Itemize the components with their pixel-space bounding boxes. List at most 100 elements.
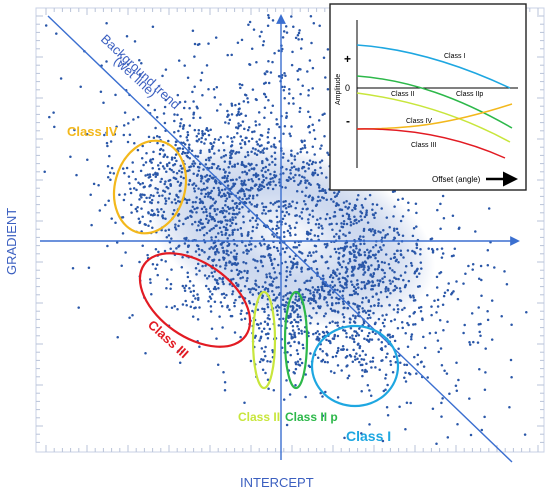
data-point	[209, 128, 212, 131]
data-point	[193, 190, 197, 193]
data-point	[121, 232, 125, 235]
data-point	[312, 260, 316, 263]
data-point	[316, 199, 320, 203]
data-point	[367, 265, 370, 268]
data-point	[338, 280, 342, 284]
data-point	[166, 155, 169, 159]
data-point	[371, 227, 374, 231]
data-point	[431, 249, 435, 252]
data-point	[437, 350, 440, 354]
data-point	[152, 150, 155, 154]
data-point	[393, 270, 396, 274]
data-point	[278, 178, 281, 181]
data-point	[382, 243, 385, 247]
data-point	[365, 213, 368, 217]
data-point	[273, 271, 277, 274]
data-point	[156, 213, 160, 217]
data-point	[333, 247, 337, 251]
data-point	[223, 389, 227, 392]
data-point	[337, 346, 340, 350]
data-point	[366, 309, 370, 313]
data-point	[404, 265, 408, 268]
data-point	[399, 219, 403, 223]
data-point	[361, 206, 365, 209]
data-point	[223, 171, 227, 174]
data-point	[169, 287, 172, 290]
data-point	[440, 247, 444, 250]
data-point	[272, 293, 276, 296]
data-point	[384, 285, 388, 289]
data-point	[362, 229, 366, 232]
data-point	[194, 184, 198, 188]
data-point	[230, 152, 233, 156]
data-point	[284, 284, 288, 288]
data-point	[331, 228, 334, 232]
data-point	[251, 229, 254, 233]
data-point	[363, 260, 367, 263]
data-point	[266, 323, 270, 327]
data-point	[332, 200, 335, 203]
data-point	[196, 293, 199, 296]
data-point	[143, 193, 146, 197]
data-point	[294, 168, 298, 171]
data-point	[386, 352, 389, 356]
data-point	[376, 267, 379, 271]
data-point	[348, 336, 352, 339]
data-point	[266, 290, 270, 293]
data-point	[253, 259, 257, 262]
data-point	[192, 182, 196, 185]
data-point	[195, 139, 199, 143]
data-point	[335, 351, 339, 354]
data-point	[309, 254, 313, 257]
data-point	[168, 192, 172, 196]
data-point	[446, 320, 449, 323]
data-point	[208, 290, 212, 293]
data-point	[268, 275, 272, 278]
data-point	[318, 332, 321, 336]
data-point	[144, 223, 147, 227]
data-point	[301, 343, 305, 347]
data-point	[298, 29, 301, 32]
data-point	[308, 59, 312, 62]
data-point	[312, 297, 316, 301]
data-point	[393, 284, 397, 288]
data-point	[174, 143, 177, 147]
data-point	[397, 277, 400, 281]
data-point	[288, 270, 292, 274]
data-point	[106, 164, 110, 168]
data-point	[289, 305, 292, 308]
data-point	[300, 329, 303, 333]
data-point	[318, 189, 321, 193]
data-point	[293, 318, 296, 322]
inset-x-label: Offset (angle)	[432, 175, 481, 184]
data-point	[384, 289, 387, 293]
data-point	[290, 149, 293, 152]
data-point	[344, 205, 347, 209]
data-point	[348, 202, 351, 205]
data-point	[342, 201, 346, 204]
data-point	[275, 286, 278, 289]
data-point	[407, 279, 411, 283]
data-point	[224, 203, 227, 207]
data-point	[324, 312, 327, 315]
data-point	[300, 270, 303, 273]
data-point	[248, 63, 252, 67]
data-point	[222, 282, 225, 286]
data-point	[470, 312, 474, 315]
data-point	[233, 301, 236, 305]
data-point	[372, 213, 375, 216]
data-point	[441, 252, 445, 255]
data-point	[427, 247, 430, 250]
data-point	[336, 324, 339, 327]
data-point	[317, 195, 320, 199]
data-point	[288, 291, 292, 295]
data-point	[266, 158, 269, 162]
data-point	[236, 262, 240, 265]
class-ii-label: Class II	[238, 410, 280, 424]
data-point	[189, 165, 193, 168]
data-point	[223, 180, 227, 184]
data-point	[274, 174, 278, 178]
data-point	[362, 273, 365, 276]
data-point	[288, 132, 291, 136]
data-point	[126, 63, 130, 66]
